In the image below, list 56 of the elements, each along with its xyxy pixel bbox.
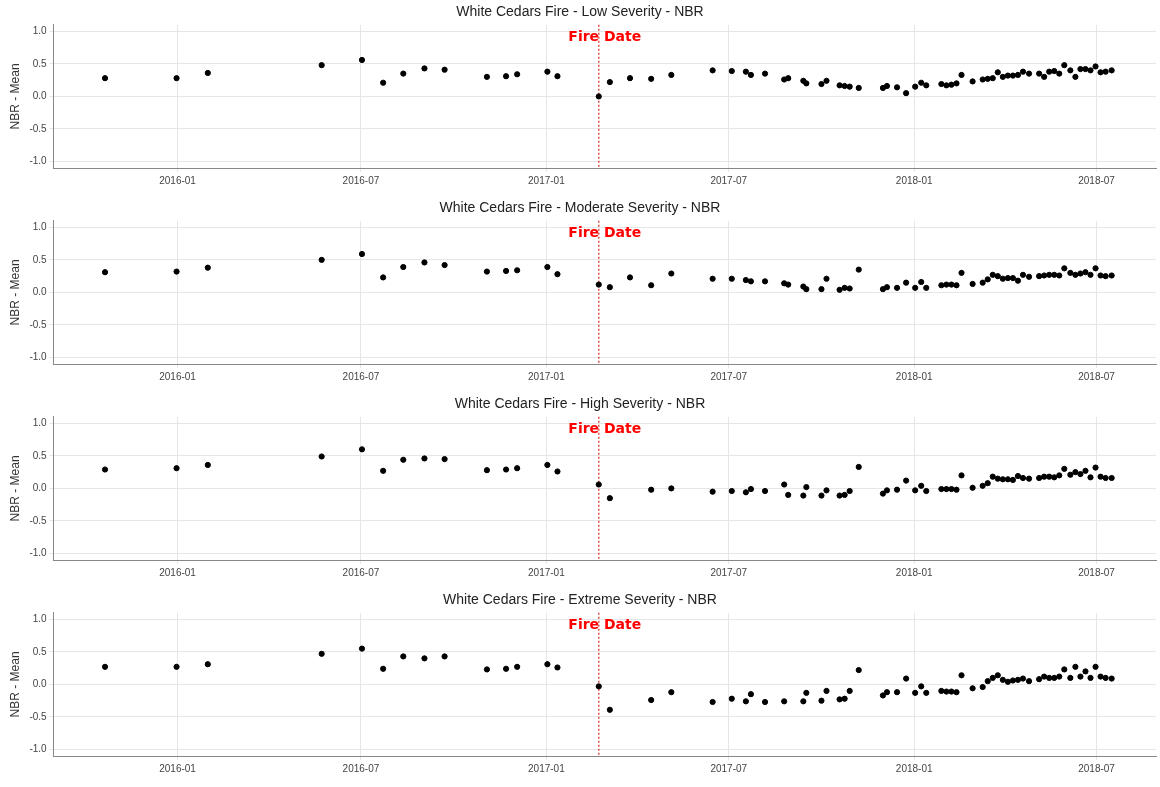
- y-tick-label: 0.0: [32, 286, 48, 298]
- ref-line-label: Fire Date: [568, 224, 642, 241]
- x-tick-label: 2016-01: [159, 762, 197, 774]
- x-tick-label: 2016-07: [342, 762, 380, 774]
- x-tick-label: 2018-01: [895, 566, 933, 578]
- chart-title: White Cedars Fire - Low Severity - NBR: [456, 3, 704, 20]
- y-tick-label: 1.0: [32, 221, 48, 233]
- y-tick-label: -0.5: [29, 318, 48, 330]
- y-axis-title: NBR - Mean: [7, 63, 22, 130]
- y-tick-label: 0.5: [32, 449, 48, 461]
- y-tick-label: 0.0: [32, 678, 48, 690]
- y-tick-label: 1.0: [32, 25, 48, 37]
- ref-line-label: Fire Date: [568, 420, 642, 437]
- y-tick-label: 0.5: [32, 645, 48, 657]
- x-tick-label: 2016-01: [159, 174, 197, 186]
- x-tick-label: 2016-07: [342, 566, 380, 578]
- x-tick-label: 2018-01: [895, 370, 933, 382]
- y-tick-label: 0.0: [32, 90, 48, 102]
- ref-line-label: Fire Date: [568, 28, 642, 45]
- x-tick-label: 2018-07: [1078, 174, 1116, 186]
- y-tick-label: 1.0: [32, 613, 48, 625]
- y-tick-label: -1.0: [29, 351, 48, 363]
- x-tick-label: 2016-01: [159, 566, 197, 578]
- x-tick-label: 2018-07: [1078, 370, 1116, 382]
- y-axis-title: NBR - Mean: [7, 651, 22, 718]
- chart-title: White Cedars Fire - High Severity - NBR: [454, 395, 706, 412]
- x-tick-label: 2017-01: [528, 174, 566, 186]
- y-tick-label: -1.0: [29, 743, 48, 755]
- y-tick-label: -0.5: [29, 122, 48, 134]
- y-tick-label: 1.0: [32, 417, 48, 429]
- x-tick-label: 2018-07: [1078, 566, 1116, 578]
- x-tick-label: 2017-07: [710, 566, 748, 578]
- y-tick-label: -0.5: [29, 710, 48, 722]
- y-tick-label: 0.5: [32, 57, 48, 69]
- y-tick-label: -0.5: [29, 514, 48, 526]
- y-axis-title: NBR - Mean: [7, 455, 22, 522]
- x-tick-label: 2016-07: [342, 174, 380, 186]
- chart-title: White Cedars Fire - Extreme Severity - NBR: [443, 591, 717, 608]
- x-tick-label: 2016-01: [159, 370, 197, 382]
- y-axis-title: NBR - Mean: [7, 259, 22, 326]
- x-tick-label: 2017-01: [528, 566, 566, 578]
- y-tick-label: -1.0: [29, 547, 48, 559]
- x-tick-label: 2017-01: [528, 370, 566, 382]
- x-tick-label: 2016-07: [342, 370, 380, 382]
- y-tick-label: -1.0: [29, 155, 48, 167]
- ref-line-label: Fire Date: [568, 616, 642, 633]
- x-tick-label: 2018-01: [895, 762, 933, 774]
- x-tick-label: 2017-07: [710, 370, 748, 382]
- chart-title: White Cedars Fire - Moderate Severity - NBR: [439, 199, 721, 216]
- x-tick-label: 2018-07: [1078, 762, 1116, 774]
- y-tick-label: 0.5: [32, 253, 48, 265]
- x-tick-label: 2017-07: [710, 174, 748, 186]
- y-tick-label: 0.0: [32, 482, 48, 494]
- x-tick-label: 2017-07: [710, 762, 748, 774]
- x-tick-label: 2018-01: [895, 174, 933, 186]
- x-tick-label: 2017-01: [528, 762, 566, 774]
